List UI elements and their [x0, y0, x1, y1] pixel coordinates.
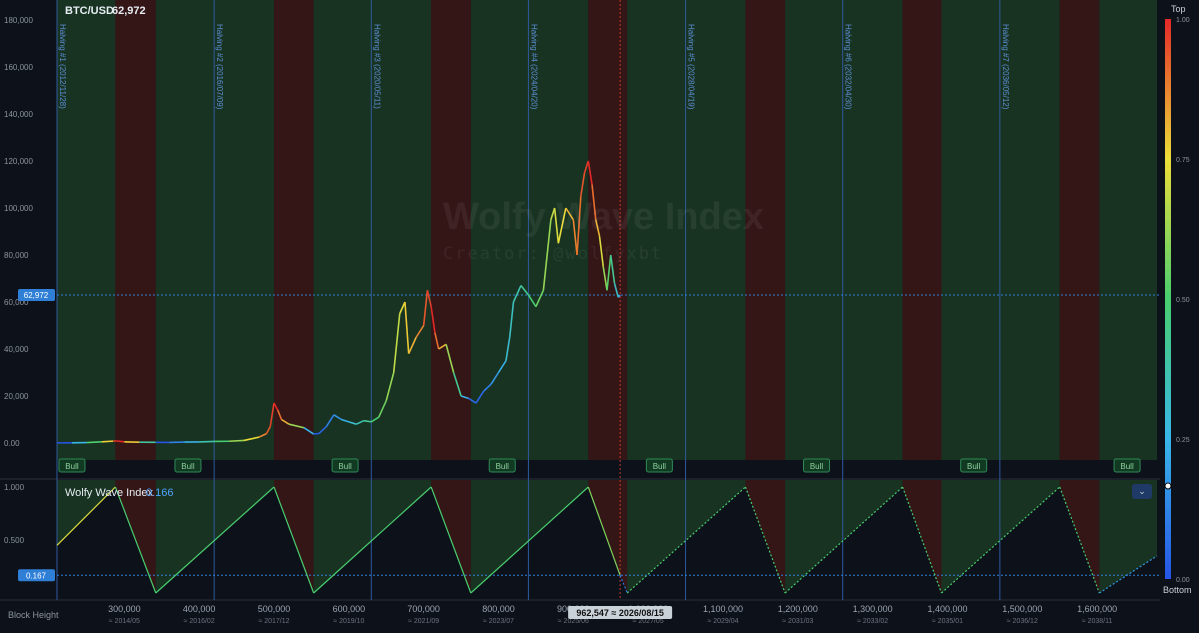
- x-tick-label: 1,200,000: [778, 604, 818, 614]
- y-tick-label: 40,000: [4, 345, 29, 354]
- crosshair-label: 962,547 ≈ 2026/08/15: [576, 608, 664, 618]
- phase-band-bull: [1099, 0, 1157, 460]
- x-tick-date: ≈ 2038/11: [1082, 618, 1113, 625]
- x-tick-label: 1,600,000: [1077, 604, 1117, 614]
- legend-tick-label: 0.00: [1176, 577, 1190, 584]
- legend-marker: [1165, 483, 1171, 489]
- y-tick-label: 140,000: [4, 110, 33, 119]
- x-tick-date: ≈ 2021/09: [408, 618, 439, 625]
- x-tick-date: ≈ 2014/05: [109, 618, 140, 625]
- phase-band-bear: [274, 0, 314, 460]
- halving-label: Halving #2 (2016/07/09): [215, 24, 224, 110]
- x-tick-date: ≈ 2027/05: [633, 618, 664, 625]
- legend-bottom-label: Bottom: [1163, 585, 1192, 595]
- x-tick-label: 1,500,000: [1002, 604, 1042, 614]
- bull-label: Bull: [810, 462, 824, 471]
- indicator-value: 0.166: [146, 487, 174, 499]
- symbol-price: 62,972: [112, 5, 146, 17]
- halving-label: Halving #3 (2020/05/11): [372, 24, 381, 109]
- x-tick-date: ≈ 2036/12: [1007, 618, 1038, 625]
- phase-band-bull: [941, 0, 1059, 460]
- legend-tick-label: 0.75: [1176, 157, 1190, 164]
- x-tick-label: 1,300,000: [853, 604, 893, 614]
- y-tick-label: 80,000: [4, 251, 29, 260]
- watermark-title: Wolfy Wave Index: [443, 196, 764, 239]
- indicator-name: Wolfy Wave Index: [65, 487, 153, 499]
- x-tick-label: 400,000: [183, 604, 216, 614]
- phase-band-bear: [1060, 0, 1100, 460]
- price-segment: [229, 440, 244, 441]
- legend-tick-label: 0.50: [1176, 297, 1190, 304]
- symbol-label: BTC/USD: [65, 5, 114, 17]
- halving-label: Halving #1 (2012/11/28): [58, 24, 67, 109]
- x-tick-label: 700,000: [407, 604, 440, 614]
- bull-label: Bull: [653, 462, 667, 471]
- bull-label: Bull: [65, 462, 79, 471]
- bull-label: Bull: [1120, 462, 1134, 471]
- price-segment: [102, 441, 113, 442]
- halving-label: Halving #4 (2024/04/20): [529, 24, 538, 110]
- y-tick-label: 0.00: [4, 439, 20, 448]
- bull-label: Bull: [338, 462, 352, 471]
- legend-tick-label: 1.00: [1176, 17, 1190, 24]
- x-tick-label: 300,000: [108, 604, 141, 614]
- legend-top-label: Top: [1171, 4, 1186, 14]
- indicator-marker-text: 0.167: [26, 571, 47, 580]
- y-tick-label: 160,000: [4, 63, 33, 72]
- x-tick-date: ≈ 2029/04: [707, 618, 738, 625]
- x-tick-date: ≈ 2035/01: [932, 618, 963, 625]
- x-tick-date: ≈ 2025/06: [558, 618, 589, 625]
- phase-band-bull: [156, 0, 274, 460]
- x-tick-date: ≈ 2017/12: [258, 618, 289, 625]
- y-tick-label: 120,000: [4, 157, 33, 166]
- x-tick-label: 600,000: [333, 604, 366, 614]
- bull-label: Bull: [496, 462, 510, 471]
- x-tick-label: 800,000: [482, 604, 515, 614]
- price-marker-text: 62,972: [24, 291, 49, 300]
- price-segment: [87, 442, 102, 443]
- x-tick-date: ≈ 2016/02: [184, 618, 215, 625]
- indicator-tick-label: 1.000: [4, 483, 25, 492]
- bull-label: Bull: [967, 462, 981, 471]
- halving-label: Halving #7 (2036/05/12): [1001, 24, 1010, 110]
- collapse-indicator-button[interactable]: ⌄: [1132, 484, 1152, 499]
- legend-bar: [1165, 19, 1171, 579]
- x-tick-label: 1,100,000: [703, 604, 743, 614]
- y-tick-label: 20,000: [4, 392, 29, 401]
- legend-tick-label: 0.25: [1176, 437, 1190, 444]
- x-tick-date: ≈ 2023/07: [483, 618, 514, 625]
- x-tick-date: ≈ 2031/03: [782, 618, 813, 625]
- y-tick-label: 100,000: [4, 204, 33, 213]
- chevron-down-icon: ⌄: [1138, 486, 1146, 496]
- x-tick-date: ≈ 2019/10: [333, 618, 364, 625]
- indicator-tick-label: 0.500: [4, 536, 25, 545]
- x-tick-label: 1,400,000: [927, 604, 967, 614]
- y-tick-label: 180,000: [4, 16, 33, 25]
- halving-label: Halving #5 (2028/04/19): [687, 24, 696, 110]
- watermark-subtitle: Creator: @wolfyxbt: [443, 244, 663, 264]
- price-segment: [115, 441, 124, 442]
- phase-band-bear: [903, 0, 942, 460]
- halving-label: Halving #6 (2032/04/30): [844, 24, 853, 110]
- x-axis-title: Block Height: [8, 610, 59, 620]
- x-tick-label: 500,000: [258, 604, 291, 614]
- phase-band-bear: [115, 0, 155, 460]
- x-tick-date: ≈ 2033/02: [857, 618, 888, 625]
- bull-label: Bull: [181, 462, 195, 471]
